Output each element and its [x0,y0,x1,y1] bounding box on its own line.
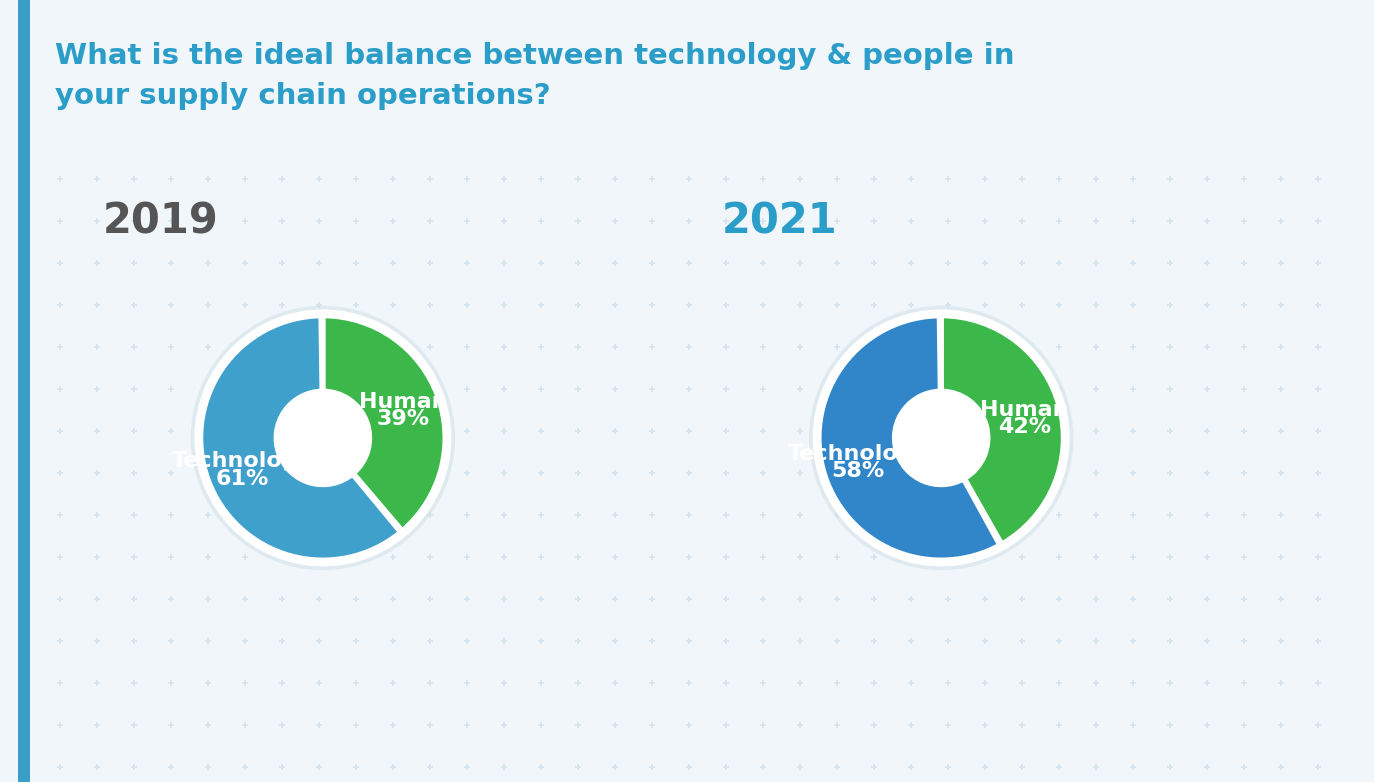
Text: Technology: Technology [787,443,929,464]
Circle shape [812,310,1070,566]
Text: 42%: 42% [998,417,1051,437]
Circle shape [276,392,370,484]
Circle shape [809,306,1073,570]
Text: 2021: 2021 [721,200,837,242]
Circle shape [191,306,455,570]
Circle shape [194,310,452,566]
Wedge shape [201,315,401,561]
Wedge shape [941,315,1063,544]
Text: your supply chain operations?: your supply chain operations? [55,82,551,110]
FancyBboxPatch shape [18,0,30,782]
Text: 58%: 58% [831,461,885,481]
Text: Human: Human [980,400,1069,420]
Text: 61%: 61% [216,468,269,489]
Text: Human: Human [360,392,448,412]
Circle shape [894,392,988,484]
Text: 2019: 2019 [103,200,218,242]
Wedge shape [323,315,445,531]
Text: 39%: 39% [376,409,430,429]
Wedge shape [819,315,1000,561]
Text: What is the ideal balance between technology & people in: What is the ideal balance between techno… [55,42,1014,70]
Text: Technology: Technology [172,451,313,472]
